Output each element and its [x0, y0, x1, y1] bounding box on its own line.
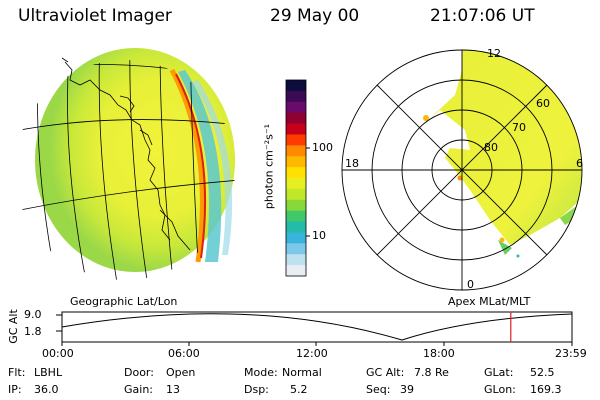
timeline-xtick-0600: 06:00	[168, 347, 200, 360]
colorbar-unit-label: photon cm⁻²s⁻¹	[262, 123, 276, 210]
geographic-caption: Geographic Lat/Lon	[70, 295, 178, 308]
lat-label-80: 80	[484, 141, 498, 154]
colorbar-swatch	[286, 265, 306, 277]
instrument-title: Ultraviolet Imager	[18, 6, 172, 26]
seq-label: Seq:	[366, 383, 391, 396]
timeline-xtick-1800: 18:00	[423, 347, 455, 360]
colorbar-swatch	[286, 123, 306, 135]
colorbar-swatch	[286, 243, 306, 255]
timeline-axis-label: GC Alt	[6, 309, 20, 344]
colorbar-tick-10: 10	[312, 229, 326, 242]
door-value: Open	[166, 366, 196, 379]
geographic-globe	[19, 48, 235, 280]
colorbar-border	[285, 79, 307, 277]
timeline-xtick-0000: 00:00	[42, 347, 74, 360]
colorbar-swatch	[286, 134, 306, 146]
filter-label: Flt:	[8, 366, 26, 379]
polar-plot	[341, 49, 583, 291]
colorbar-swatch	[286, 112, 306, 125]
lat-label-70: 70	[512, 121, 526, 134]
glat-label: GLat:	[484, 366, 514, 379]
colorbar-swatch	[286, 221, 306, 233]
glon-label: GLon:	[484, 383, 516, 396]
time-label: 21:07:06 UT	[430, 6, 535, 26]
colorbar-swatch	[286, 210, 306, 223]
altitude-timeline	[56, 311, 573, 346]
colorbar-swatch	[286, 90, 306, 103]
colorbar-swatch	[286, 80, 306, 92]
gain-label: Gain:	[124, 383, 153, 396]
colorbar-swatch	[286, 101, 306, 114]
ip-value: 36.0	[34, 383, 59, 396]
timeline-xtick-1200: 12:00	[296, 347, 328, 360]
mode-value: Normal	[282, 366, 322, 379]
mlt-label-12: 12	[487, 47, 501, 60]
apex-caption: Apex MLat/MLT	[448, 295, 531, 308]
colorbar-swatch	[286, 156, 306, 168]
timeline-xtick-2359: 23:59	[555, 347, 587, 360]
colorbar-tick-100: 100	[312, 141, 333, 154]
lat-label-60: 60	[536, 97, 550, 110]
timeline-ytick-9: 9.0	[24, 308, 42, 321]
glon-value: 169.3	[530, 383, 562, 396]
colorbar-swatch	[286, 254, 306, 266]
gcalt-label: GC Alt:	[366, 366, 405, 379]
mlt-label-18: 18	[345, 157, 359, 170]
colorbar-swatch	[286, 167, 306, 179]
colorbar-swatch	[286, 145, 306, 157]
colorbar-swatch	[286, 232, 306, 244]
mode-label: Mode:	[244, 366, 278, 379]
mlt-label-6: 6	[576, 157, 583, 170]
gcalt-value: 7.8 Re	[414, 366, 449, 379]
filter-value: LBHL	[34, 366, 63, 379]
colorbar	[285, 79, 310, 277]
ip-label: IP:	[8, 383, 22, 396]
colorbar-swatch	[286, 199, 306, 212]
colorbar-swatch	[286, 188, 306, 201]
door-label: Door:	[124, 366, 154, 379]
dsp-label: Dsp:	[244, 383, 269, 396]
colorbar-swatch	[286, 178, 306, 190]
gain-value: 13	[166, 383, 180, 396]
timeline-ytick-1-8: 1.8	[24, 325, 42, 338]
seq-value: 39	[400, 383, 414, 396]
date-label: 29 May 00	[270, 6, 360, 26]
dsp-value: 5.2	[290, 383, 308, 396]
mlt-label-0: 0	[467, 278, 474, 291]
glat-value: 52.5	[530, 366, 555, 379]
